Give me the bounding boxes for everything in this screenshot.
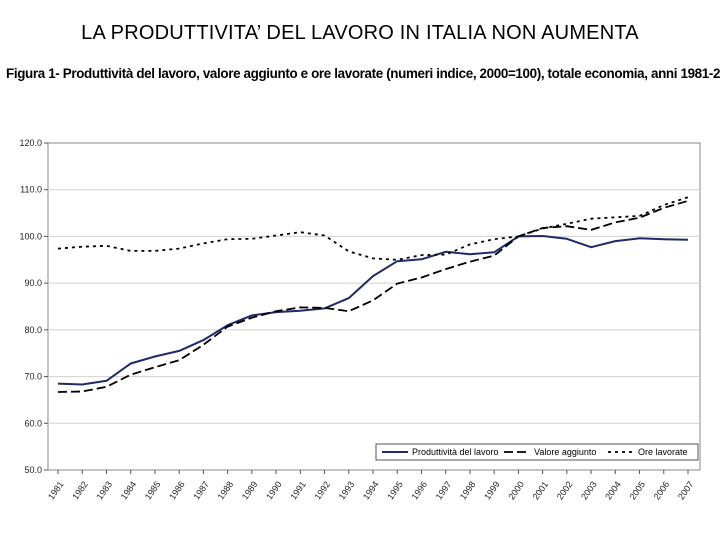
- plot-area: [47, 142, 701, 471]
- legend-box: [375, 443, 699, 461]
- x-tick-label: 1990: [264, 479, 284, 501]
- y-tick-label: 100.0: [19, 231, 42, 241]
- x-axis-ticks: 1981 1982 1983 1984 1985 1986 1987 1988 1989 1990…: [46, 470, 696, 502]
- x-tick-label: 1984: [119, 479, 139, 501]
- x-tick-label: 1982: [70, 479, 90, 501]
- x-tick-label: 2004: [603, 479, 623, 501]
- y-tick-label: 50.0: [24, 465, 42, 475]
- x-tick-label: 2000: [506, 479, 526, 501]
- y-tick-label: 90.0: [24, 278, 42, 288]
- chart-title: Figura 1- Produttività del lavoro, valor…: [6, 66, 720, 81]
- series-line-3: [57, 196, 689, 261]
- y-tick-label: 110.0: [20, 185, 42, 195]
- x-tick-label: 1999: [482, 479, 502, 501]
- legend-label: Ore lavorate: [638, 447, 688, 457]
- x-tick-label: 1991: [288, 479, 308, 501]
- x-tick-label: 1985: [143, 479, 163, 501]
- x-tick-label: 1992: [312, 479, 332, 501]
- series-line-2: [57, 200, 689, 393]
- x-tick-label: 1994: [361, 479, 381, 501]
- x-tick-label: 2003: [579, 479, 599, 501]
- y-tick-label: 60.0: [24, 418, 42, 428]
- x-tick-label: 1989: [240, 479, 260, 501]
- x-tick-label: 2001: [531, 479, 551, 501]
- x-tick-label: 1987: [191, 479, 211, 501]
- series-lines: [57, 196, 689, 393]
- x-tick-label: 2005: [627, 479, 647, 501]
- x-tick-label: 1983: [94, 479, 114, 501]
- x-tick-label: 2006: [652, 479, 672, 501]
- x-tick-label: 1986: [167, 479, 187, 501]
- series-line-1: [57, 235, 689, 386]
- x-tick-label: 1981: [46, 479, 66, 501]
- gridlines: [48, 189, 700, 424]
- legend-label: Produttività del lavoro: [412, 447, 499, 457]
- x-tick-label: 2007: [676, 479, 696, 501]
- slide-title: LA PRODUTTIVITA’ DEL LAVORO IN ITALIA NO…: [81, 22, 639, 44]
- y-tick-label: 80.0: [24, 325, 42, 335]
- x-tick-label: 1997: [434, 479, 454, 501]
- x-tick-label: 1993: [337, 479, 357, 501]
- y-tick-label: 70.0: [24, 372, 42, 382]
- x-tick-label: 1995: [385, 479, 405, 501]
- x-tick-label: 2002: [555, 479, 575, 501]
- x-tick-label: 1998: [458, 479, 478, 501]
- y-axis-ticks: 120.0 110.0 100.0 90.0 80.0 70.0 60.0 50.0: [19, 138, 48, 475]
- x-tick-label: 1988: [216, 479, 236, 501]
- legend-label: Valore aggiunto: [534, 447, 596, 457]
- y-tick-label: 120.0: [19, 138, 42, 148]
- legend: Produttività del lavoro Valore aggiunto Or…: [375, 443, 699, 461]
- x-tick-label: 1996: [409, 479, 429, 501]
